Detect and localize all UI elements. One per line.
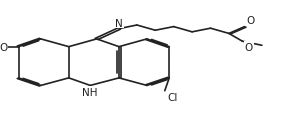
Text: O: O [247,16,255,26]
Text: O: O [0,42,7,52]
Text: N: N [115,18,123,28]
Text: Cl: Cl [167,93,177,103]
Text: NH: NH [82,87,98,97]
Text: O: O [245,43,253,53]
